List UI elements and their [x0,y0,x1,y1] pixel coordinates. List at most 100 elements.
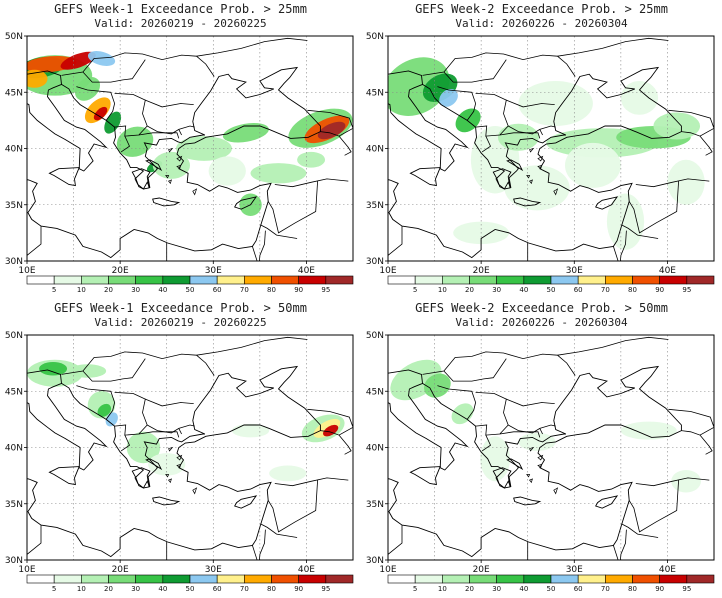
probability-contour [39,362,68,376]
lon-tick-label: 10E [18,565,35,575]
lon-tick-label: 10E [379,266,396,276]
colorbar-swatch [325,574,354,584]
colorbar-label: 40 [519,286,528,294]
lat-tick-label: 45N [5,387,23,397]
lat-tick-label: 35N [366,201,384,211]
colorbar-label: 40 [158,286,167,294]
colorbar-label: 95 [321,286,330,294]
colorbar-swatch [496,574,525,584]
lon-tick-label: 20E [473,565,490,575]
panel-valid-dates: Valid: 20260219 - 20260225 [94,17,267,30]
colorbar-swatch [523,275,552,285]
colorbar-swatch [81,574,109,584]
coastline [388,369,469,471]
colorbar-label: 5 [52,585,56,593]
country-border [145,398,194,407]
country-border [138,431,180,438]
colorbar-label: 5 [413,286,417,294]
lon-tick-label: 20E [473,266,490,276]
island [176,164,182,170]
coastline [409,167,441,187]
country-border [122,260,158,261]
coastline [14,115,22,133]
colorbar-swatch [686,574,715,584]
colorbar-swatch [53,574,82,584]
probability-contour [222,123,269,143]
probability-contour [667,159,705,205]
colorbar-swatch [216,275,245,285]
country-border [422,351,576,376]
country-border [82,358,146,382]
country-border [499,132,541,139]
country-border [621,523,659,538]
island [168,147,174,153]
colorbar-swatch [414,275,443,285]
colorbar-swatch [632,275,660,285]
map-panel-week1-50mm: GEFS Week-1 Exceedance Prob. > 50mm Vali… [0,299,361,598]
coastline [14,414,22,432]
island [553,487,559,495]
map-panel-week2-50mm: GEFS Week-2 Exceedance Prob. > 50mm Vali… [361,299,722,598]
probability-contour [424,373,451,398]
coastline [152,197,181,207]
colorbar-label: 20 [104,585,113,593]
country-border [443,59,507,83]
country-border [147,424,195,434]
colorbar-swatch [387,275,416,285]
country-border [274,178,349,188]
coastline [131,168,151,190]
colorbar-label: 95 [682,286,691,294]
island [537,454,544,461]
colorbar-swatch [244,275,272,285]
country-border [196,336,308,356]
colorbar-swatch [108,574,136,584]
probability-contour [620,421,677,440]
island [529,446,535,452]
probability-contour [269,465,307,482]
colorbar-swatch [26,574,55,584]
colorbar-swatch [298,574,327,584]
island [529,179,533,185]
colorbar-label: 5 [52,286,56,294]
colorbar-swatch [469,275,497,285]
colorbar-swatch [162,275,191,285]
colorbar-label: 80 [267,286,276,294]
colorbar-label: 90 [294,585,303,593]
colorbar-label: 20 [465,286,474,294]
colorbar-label: 30 [492,286,501,294]
lon-tick-label: 20E [112,565,129,575]
island [168,446,174,452]
map-field [14,335,353,560]
lat-tick-label: 30N [5,257,23,267]
lon-tick-label: 20E [112,266,129,276]
colorbar-label: 60 [574,585,583,593]
map-panel-week2-25mm: GEFS Week-2 Exceedance Prob. > 25mm Vali… [361,0,722,299]
colorbar-label: 20 [465,585,474,593]
colorbar-swatch [271,275,299,285]
coastline [234,495,258,509]
colorbar-swatch [577,574,606,584]
lat-tick-label: 45N [366,88,384,98]
country-border [557,37,669,57]
colorbar-swatch [442,574,470,584]
island [165,175,170,179]
lat-tick-label: 50N [5,32,23,42]
country-border [27,525,42,555]
colorbar-swatch [189,275,218,285]
country-border [668,408,714,436]
probability-contour [620,81,659,115]
colorbar-label: 80 [267,585,276,593]
country-border [422,52,576,77]
colorbar-swatch [53,275,82,285]
probability-contour [97,403,112,417]
colorbar-label: 30 [131,585,140,593]
country-border [267,181,318,234]
country-border [483,559,519,560]
coastline [388,66,682,259]
lat-tick-label: 35N [366,500,384,510]
probability-contour [439,88,458,107]
island [529,478,533,484]
colorbar-label: 70 [601,286,610,294]
panel-title: GEFS Week-1 Exceedance Prob. > 25mm [54,2,307,16]
